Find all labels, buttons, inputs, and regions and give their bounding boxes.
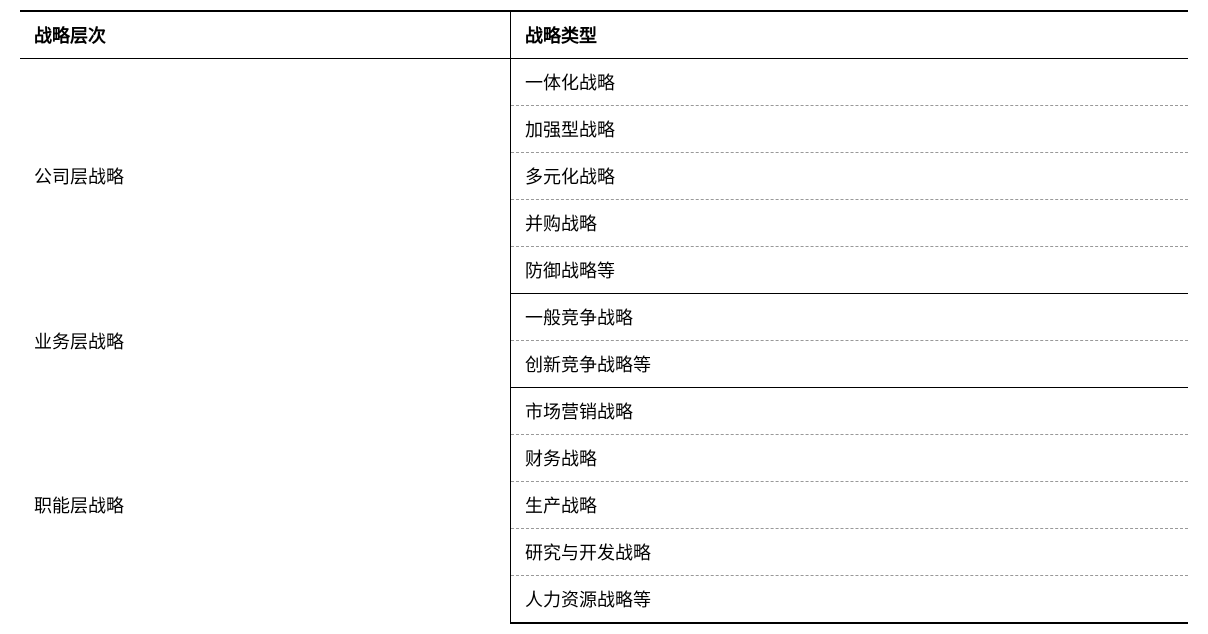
type-cell: 一体化战略 xyxy=(511,59,1188,106)
type-cell: 加强型战略 xyxy=(511,106,1188,153)
table-header-row: 战略层次 战略类型 xyxy=(20,11,1188,59)
type-cell: 人力资源战略等 xyxy=(511,576,1188,624)
type-cell: 防御战略等 xyxy=(511,247,1188,294)
header-type: 战略类型 xyxy=(511,11,1188,59)
type-cell: 创新竞争战略等 xyxy=(511,341,1188,388)
type-cell: 研究与开发战略 xyxy=(511,529,1188,576)
type-cell: 一般竞争战略 xyxy=(511,294,1188,341)
level-cell-business: 业务层战略 xyxy=(20,294,511,388)
type-cell: 并购战略 xyxy=(511,200,1188,247)
table-row: 公司层战略 一体化战略 xyxy=(20,59,1188,106)
type-cell: 财务战略 xyxy=(511,435,1188,482)
level-cell-corporate: 公司层战略 xyxy=(20,59,511,294)
header-level: 战略层次 xyxy=(20,11,511,59)
strategy-table: 战略层次 战略类型 公司层战略 一体化战略 加强型战略 多元化战略 并购战略 防… xyxy=(20,10,1188,624)
type-cell: 市场营销战略 xyxy=(511,388,1188,435)
level-cell-functional: 职能层战略 xyxy=(20,388,511,624)
type-cell: 生产战略 xyxy=(511,482,1188,529)
table-row: 职能层战略 市场营销战略 xyxy=(20,388,1188,435)
table-row: 业务层战略 一般竞争战略 xyxy=(20,294,1188,341)
type-cell: 多元化战略 xyxy=(511,153,1188,200)
